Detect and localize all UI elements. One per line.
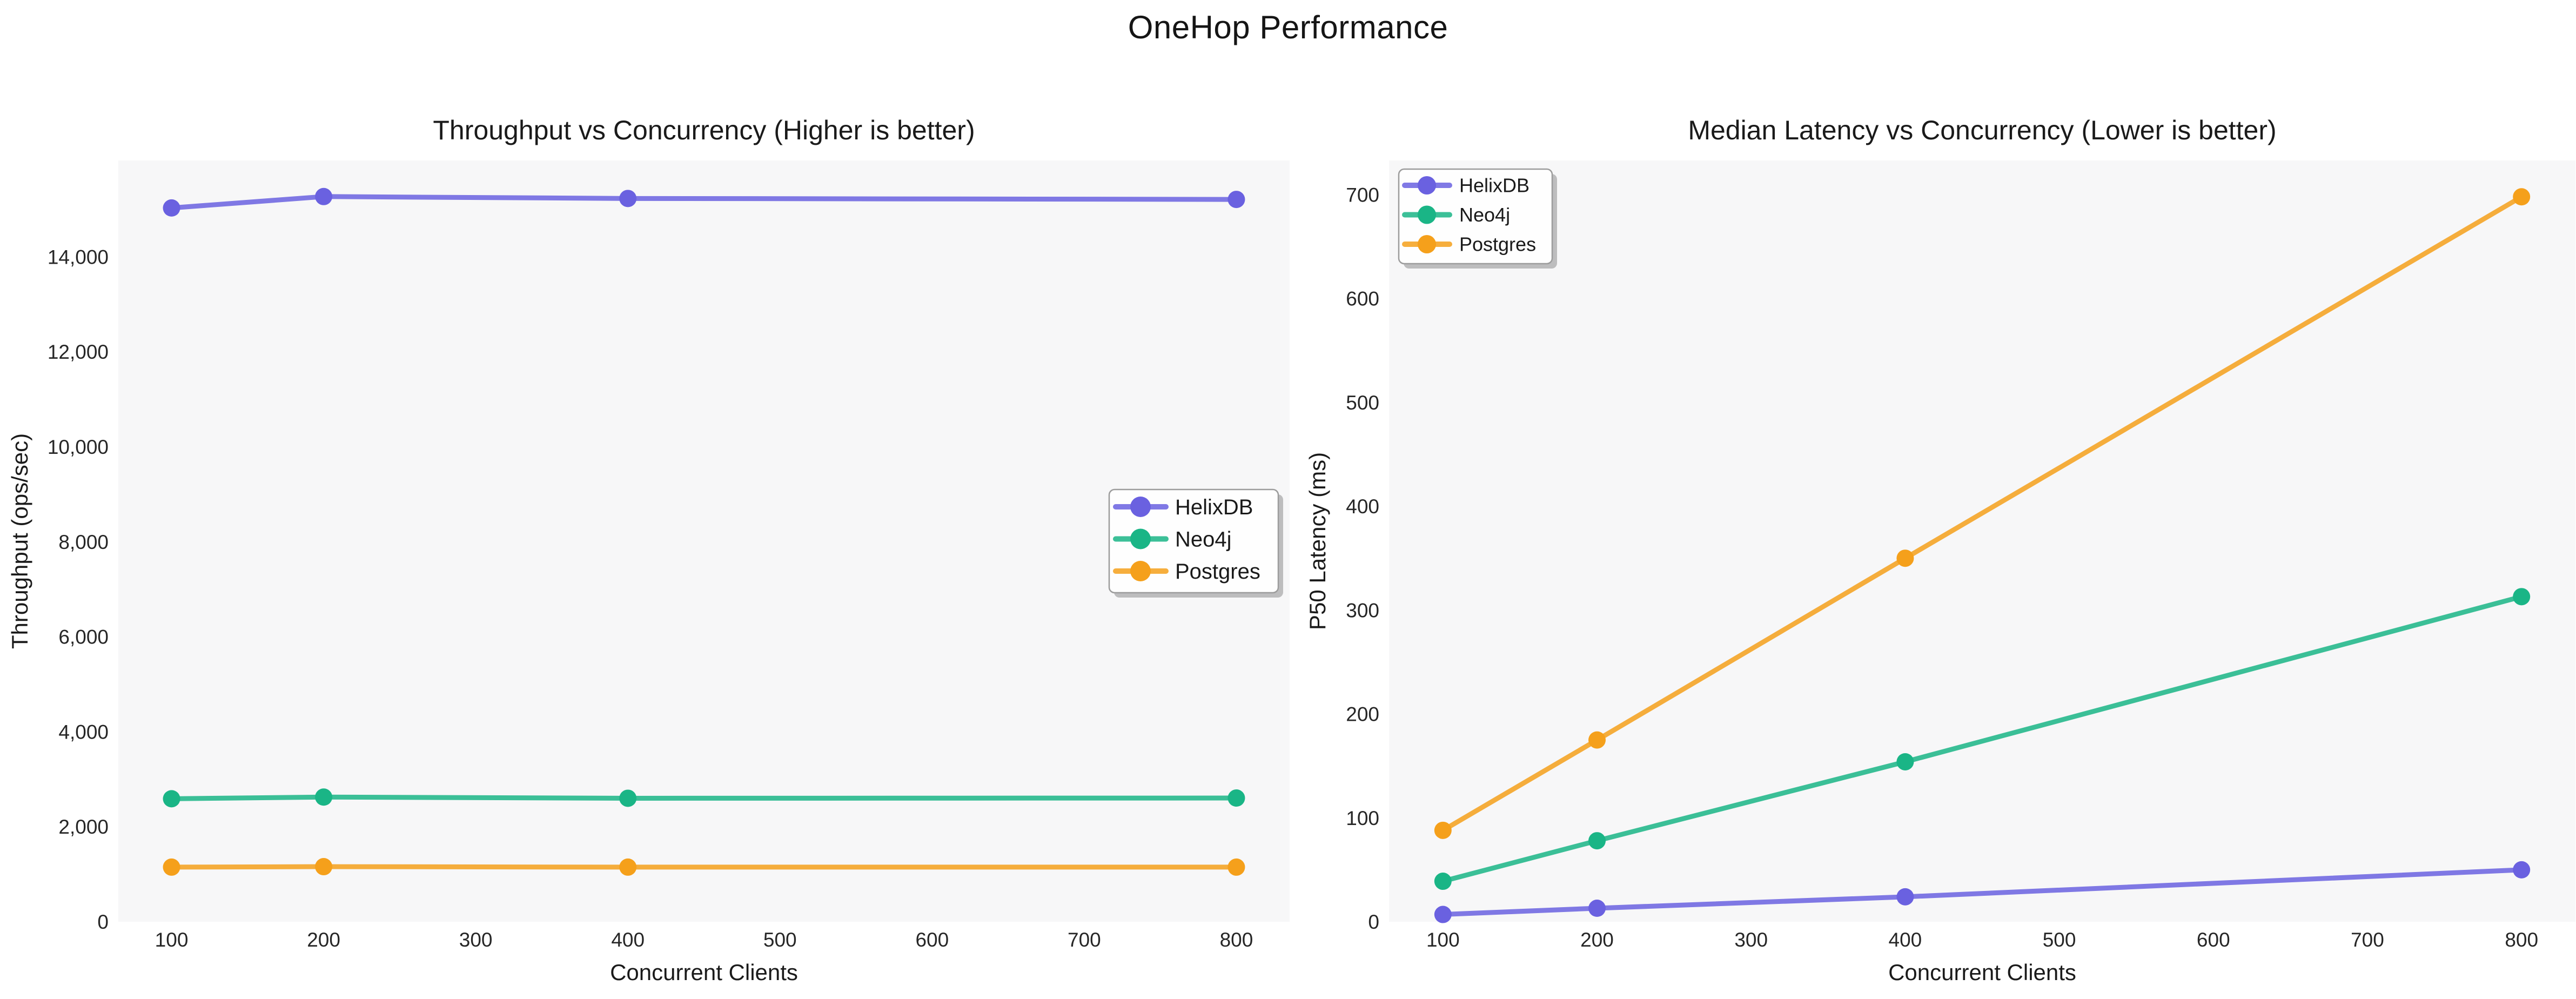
series-marker-Neo4j <box>1434 873 1452 890</box>
x-tick-label: 300 <box>1734 929 1768 951</box>
legend-marker-Neo4j <box>1130 528 1151 549</box>
series-line-Neo4j <box>169 794 1239 801</box>
legend-label-HelixDB: HelixDB <box>1175 495 1253 519</box>
legend-label-Postgres: Postgres <box>1459 233 1536 256</box>
figure-title: OneHop Performance <box>1128 9 1448 45</box>
y-tick-label: 6,000 <box>58 626 109 648</box>
series-line-HelixDB <box>1440 867 2524 917</box>
latency-chart: Median Latency vs Concurrency (Lower is … <box>1307 115 2575 985</box>
legend-marker-HelixDB <box>1418 176 1436 195</box>
y-tick-label: 100 <box>1346 807 1379 829</box>
chart-title: Throughput vs Concurrency (Higher is bet… <box>433 115 975 145</box>
y-tick-label: 14,000 <box>48 246 109 268</box>
legend-label-Postgres: Postgres <box>1175 560 1260 584</box>
series-marker-Neo4j <box>1896 753 1914 770</box>
y-tick-label: 12,000 <box>48 341 109 363</box>
x-tick-label: 500 <box>2043 929 2076 951</box>
x-tick-label: 600 <box>915 929 949 951</box>
y-tick-label: 0 <box>1368 911 1379 933</box>
x-tick-label: 100 <box>1426 929 1460 951</box>
series-marker-Neo4j <box>315 788 333 806</box>
legend-marker-Neo4j <box>1418 205 1436 224</box>
x-axis-label: Concurrent Clients <box>610 960 798 985</box>
series-marker-HelixDB <box>315 187 333 205</box>
series-marker-Neo4j <box>619 789 637 807</box>
y-tick-label: 10,000 <box>48 436 109 458</box>
series-line-Postgres <box>1440 194 2524 833</box>
y-tick-label: 2,000 <box>58 816 109 838</box>
series-marker-HelixDB <box>619 190 637 207</box>
x-tick-label: 400 <box>1889 929 1922 951</box>
y-tick-label: 400 <box>1346 495 1379 518</box>
x-tick-label: 200 <box>307 929 340 951</box>
y-tick-label: 8,000 <box>58 531 109 553</box>
series-marker-Postgres <box>619 858 637 876</box>
legend-label-Neo4j: Neo4j <box>1459 204 1510 226</box>
series-marker-Postgres <box>2513 188 2531 206</box>
series-marker-Neo4j <box>2513 588 2531 606</box>
series-marker-HelixDB <box>2513 861 2531 879</box>
series-marker-HelixDB <box>163 199 180 217</box>
throughput-chart: Throughput vs Concurrency (Higher is bet… <box>7 115 1283 985</box>
y-tick-label: 200 <box>1346 703 1379 726</box>
legend-box <box>1398 168 1553 265</box>
x-tick-label: 600 <box>2197 929 2230 951</box>
y-tick-label: 700 <box>1346 184 1379 206</box>
legend-marker-Postgres <box>1130 561 1151 581</box>
y-tick-label: 300 <box>1346 599 1379 621</box>
y-tick-label: 0 <box>97 911 109 933</box>
series-marker-Postgres <box>163 858 180 876</box>
x-tick-label: 700 <box>1068 929 1101 951</box>
x-tick-label: 500 <box>763 929 797 951</box>
x-axis-label: Concurrent Clients <box>1888 960 2076 985</box>
x-tick-label: 800 <box>2505 929 2538 951</box>
x-tick-label: 100 <box>155 929 189 951</box>
legend-marker-Postgres <box>1418 235 1436 253</box>
series-marker-HelixDB <box>1896 888 1914 906</box>
y-axis-label: P50 Latency (ms) <box>1307 452 1330 630</box>
series-marker-Postgres <box>1227 858 1245 876</box>
y-tick-label: 4,000 <box>58 721 109 743</box>
x-tick-label: 700 <box>2351 929 2384 951</box>
series-marker-Postgres <box>315 858 333 876</box>
series-marker-Postgres <box>1896 549 1914 567</box>
series-marker-Postgres <box>1434 821 1452 839</box>
legend-label-HelixDB: HelixDB <box>1459 175 1530 197</box>
series-line-HelixDB <box>169 194 1239 211</box>
series-marker-Neo4j <box>163 790 180 808</box>
x-tick-label: 200 <box>1580 929 1614 951</box>
y-tick-label: 500 <box>1346 392 1379 414</box>
series-marker-HelixDB <box>1588 900 1606 917</box>
series-marker-Postgres <box>1588 731 1606 749</box>
series-marker-Neo4j <box>1588 832 1606 850</box>
series-marker-HelixDB <box>1434 906 1452 923</box>
series-marker-Neo4j <box>1227 789 1245 807</box>
chart-title: Median Latency vs Concurrency (Lower is … <box>1688 115 2276 145</box>
x-tick-label: 300 <box>459 929 493 951</box>
y-tick-label: 600 <box>1346 288 1379 310</box>
x-tick-label: 800 <box>1220 929 1253 951</box>
legend-marker-HelixDB <box>1130 497 1151 517</box>
legend-box <box>1108 488 1279 594</box>
plot-area <box>1389 160 2575 922</box>
series-line-Neo4j <box>1440 594 2524 884</box>
y-axis-label: Throughput (ops/sec) <box>7 433 32 649</box>
series-marker-HelixDB <box>1227 191 1245 209</box>
legend-label-Neo4j: Neo4j <box>1175 528 1232 552</box>
x-tick-label: 400 <box>611 929 645 951</box>
